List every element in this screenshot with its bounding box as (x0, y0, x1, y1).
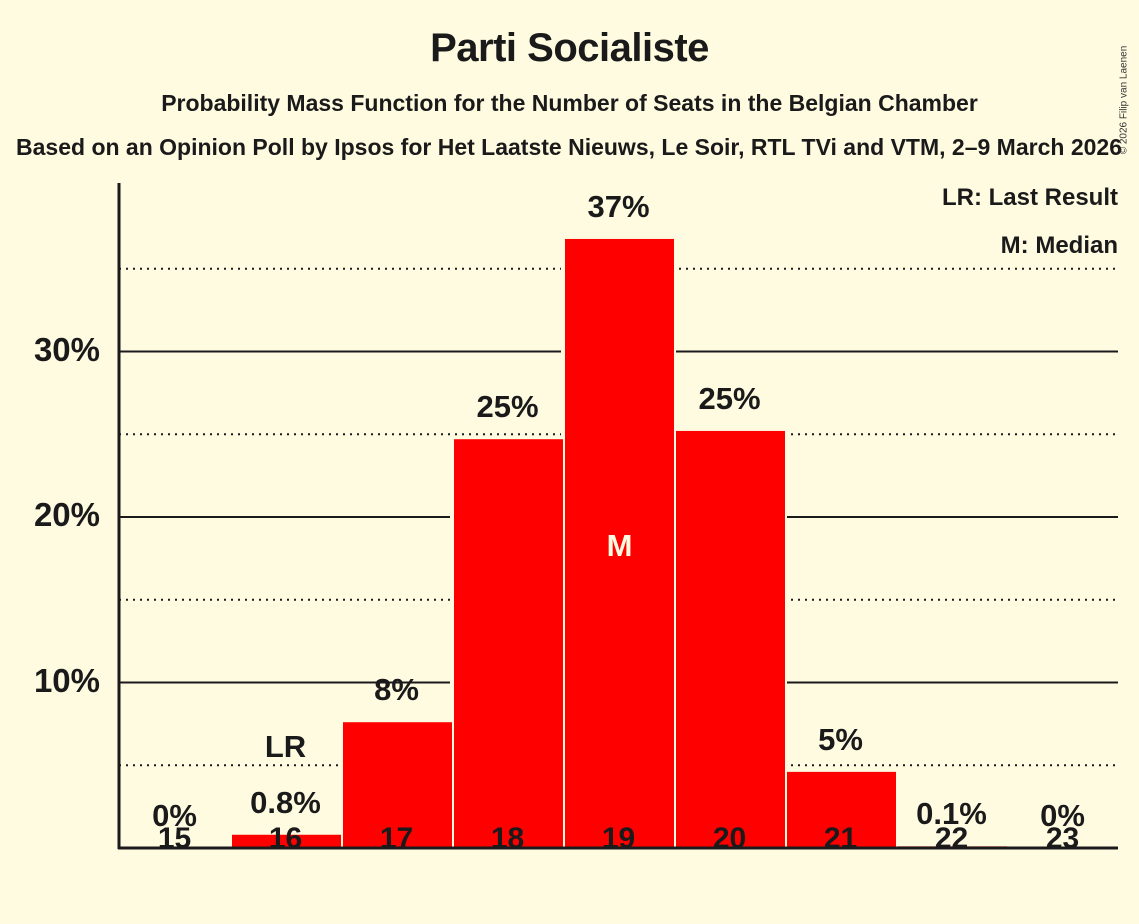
chart-title: Parti Socialiste (430, 26, 709, 70)
bar-value-label: 0.8% (250, 784, 321, 820)
bar-seats-18 (454, 439, 563, 848)
legend-median: M: Median (1000, 232, 1118, 259)
x-tick-label: 18 (490, 822, 525, 855)
bar-seats-20 (676, 430, 785, 848)
bar-seats-17 (343, 722, 452, 848)
median-marker: M (606, 528, 633, 563)
bar-value-label: 0% (152, 798, 197, 833)
chart-subtitle: Probability Mass Function for the Number… (161, 90, 978, 116)
x-tick-label: 21 (823, 822, 858, 855)
chart-source-line: Based on an Opinion Poll by Ipsos for He… (16, 134, 1122, 160)
bar-value-label: 0% (1040, 798, 1085, 833)
bar-seats-21 (787, 771, 896, 848)
x-tick-label: 19 (601, 822, 636, 855)
bar-value-label: 37% (587, 188, 650, 224)
y-tick-label: 10% (33, 661, 100, 699)
x-tick-label: 16 (268, 822, 303, 855)
y-tick-label: 30% (33, 330, 100, 368)
x-tick-label: 15 (157, 822, 192, 855)
legend-last-result: LR: Last Result (941, 184, 1118, 211)
y-tick-label: 20% (33, 496, 100, 533)
bar-value-label: 5% (818, 721, 863, 757)
bar-seats-19 (565, 238, 674, 848)
bar-value-label: 8% (374, 672, 419, 708)
bar-value-label: 25% (476, 389, 539, 425)
x-tick-label: 17 (379, 822, 414, 855)
x-tick-label: 20 (712, 822, 747, 855)
bar-value-label: 25% (698, 380, 761, 416)
bar-seats-16 (232, 834, 341, 848)
x-tick-label: 22 (934, 822, 969, 855)
last-result-marker: LR (264, 728, 307, 764)
x-tick-label: 23 (1045, 822, 1080, 855)
bar-value-label: 0.1% (916, 796, 987, 832)
